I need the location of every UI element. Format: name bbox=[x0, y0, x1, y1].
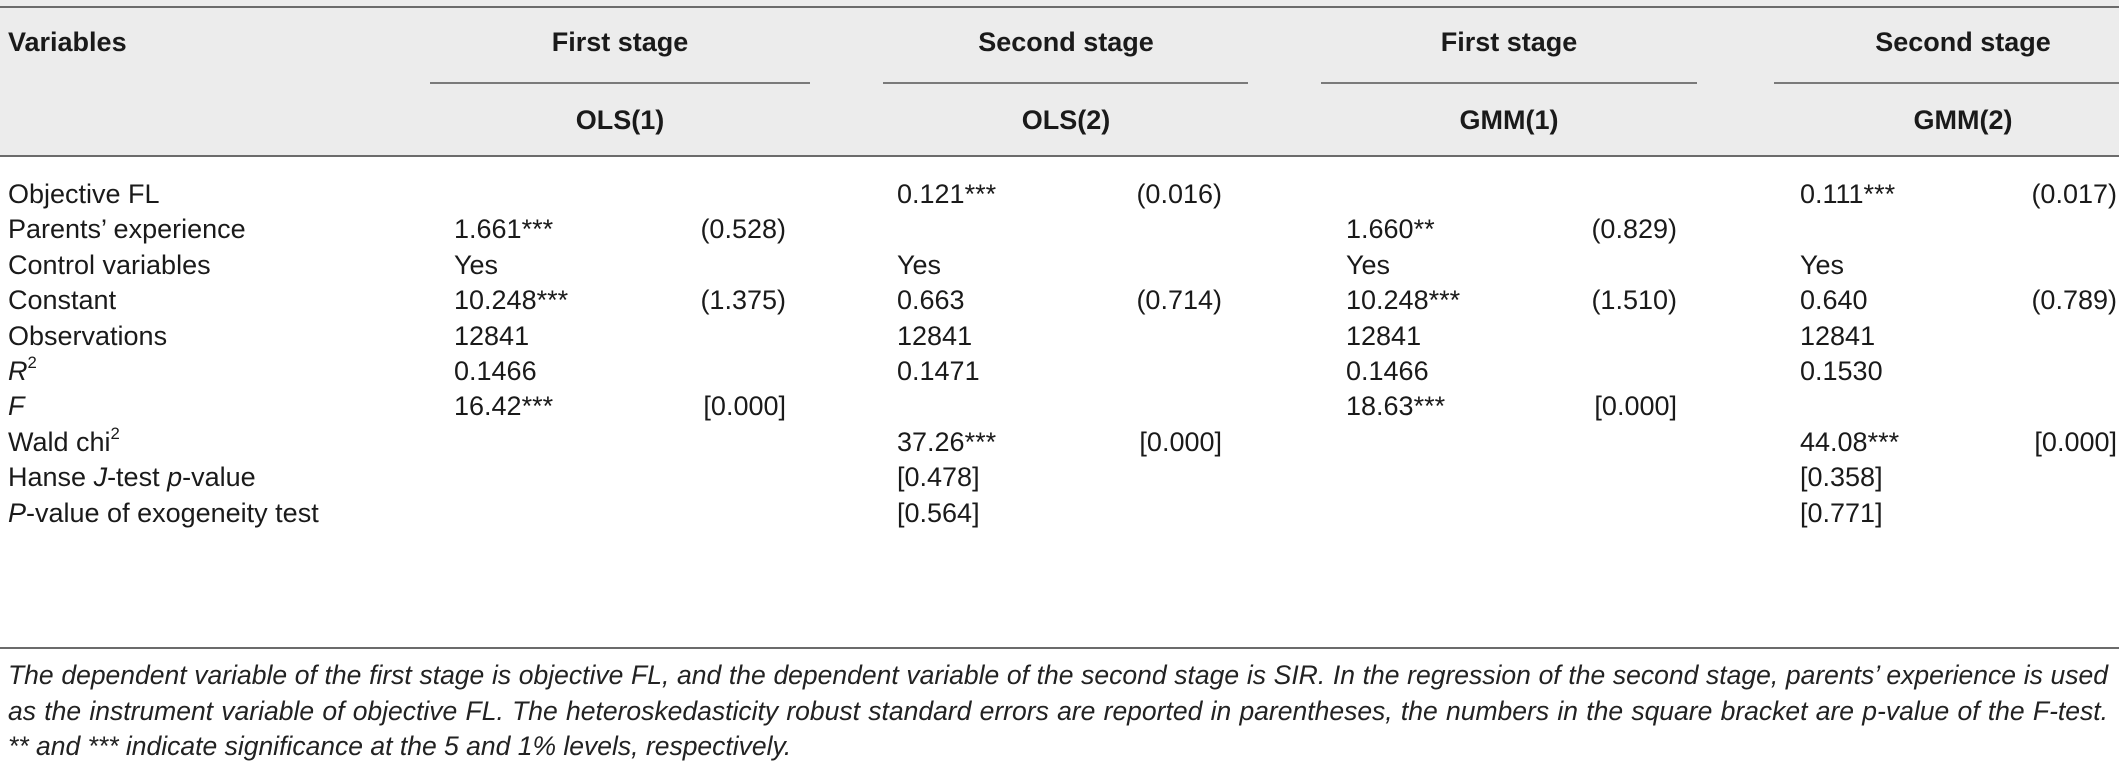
row-label: F bbox=[8, 391, 25, 421]
cell-coefficient: [0.771] bbox=[1800, 498, 1883, 528]
header-stage-3: First stage bbox=[1440, 27, 1578, 57]
row-label-main: Wald chi bbox=[8, 427, 111, 457]
cell-standard-error: (0.016) bbox=[1136, 179, 1222, 209]
cell-standard-error: [0.000] bbox=[703, 391, 786, 421]
cell-coefficient: Yes bbox=[897, 250, 942, 280]
row-label: P-value of exogeneity test bbox=[8, 497, 319, 529]
cell-coefficient: [0.564] bbox=[897, 498, 980, 528]
header-model-2: OLS(2) bbox=[1021, 105, 1111, 135]
cell-coefficient: 18.63*** bbox=[1346, 391, 1446, 421]
table-top-rule bbox=[0, 6, 2119, 8]
header-model-1: OLS(1) bbox=[575, 105, 665, 135]
header-stage-4: Second stage bbox=[1875, 27, 2051, 57]
table-header-band bbox=[0, 0, 2119, 155]
header-bottom-rule bbox=[0, 155, 2119, 157]
row-label-sup: 2 bbox=[110, 423, 120, 443]
row-label: Wald chi2 bbox=[8, 423, 120, 458]
header-model-4: GMM(2) bbox=[1913, 105, 2013, 135]
cell-coefficient: 0.1466 bbox=[454, 356, 537, 386]
cell-coefficient: 0.640 bbox=[1800, 285, 1868, 315]
cell-coefficient: 10.248*** bbox=[454, 285, 569, 315]
cell-coefficient: 0.1471 bbox=[897, 356, 980, 386]
cell-coefficient: 0.111*** bbox=[1800, 179, 1896, 209]
table-note: The dependent variable of the first stag… bbox=[8, 660, 2108, 761]
cell-coefficient: 10.248*** bbox=[1346, 285, 1461, 315]
row-label-part: P bbox=[8, 498, 27, 528]
header-model-3: GMM(1) bbox=[1459, 105, 1559, 135]
header-stage-1: First stage bbox=[551, 27, 689, 57]
row-label-part: Hanse bbox=[8, 462, 94, 492]
cell-coefficient: 12841 bbox=[454, 321, 530, 351]
row-label: Parents’ experience bbox=[8, 214, 246, 244]
cell-coefficient: 16.42*** bbox=[454, 391, 554, 421]
cell-standard-error: [0.000] bbox=[1594, 391, 1677, 421]
cell-coefficient: [0.478] bbox=[897, 462, 980, 492]
cell-coefficient: 12841 bbox=[897, 321, 973, 351]
row-label-sup: 2 bbox=[27, 352, 37, 372]
header-variables: Variables bbox=[8, 27, 127, 57]
row-label-part: p bbox=[167, 462, 183, 492]
cell-coefficient: 44.08*** bbox=[1800, 427, 1900, 457]
row-label-part: -test bbox=[107, 462, 168, 492]
row-label-part: -value bbox=[182, 462, 256, 492]
row-label: Control variables bbox=[8, 250, 211, 280]
row-label: Hanse J-test p-value bbox=[8, 461, 256, 493]
row-label-main: R bbox=[8, 356, 28, 386]
cell-standard-error: [0.000] bbox=[1139, 427, 1222, 457]
row-label: R2 bbox=[8, 352, 37, 387]
cell-coefficient: [0.358] bbox=[1800, 462, 1883, 492]
cell-coefficient: 1.661*** bbox=[454, 214, 554, 244]
cell-coefficient: 0.1466 bbox=[1346, 356, 1429, 386]
cell-coefficient: 37.26*** bbox=[897, 427, 997, 457]
header-spanner-rule-4 bbox=[1774, 82, 2119, 84]
cell-coefficient: Yes bbox=[1346, 250, 1391, 280]
table-bottom-rule bbox=[0, 647, 2119, 649]
cell-coefficient: 0.663 bbox=[897, 285, 965, 315]
header-stage-2: Second stage bbox=[978, 27, 1154, 57]
row-label: Objective FL bbox=[8, 179, 160, 209]
cell-standard-error: (0.017) bbox=[2031, 179, 2117, 209]
cell-coefficient: Yes bbox=[454, 250, 499, 280]
row-label-part: J bbox=[93, 462, 108, 492]
cell-standard-error: (0.714) bbox=[1136, 285, 1222, 315]
cell-standard-error: [0.000] bbox=[2034, 427, 2117, 457]
cell-standard-error: (0.528) bbox=[700, 214, 786, 244]
cell-coefficient: Yes bbox=[1800, 250, 1845, 280]
header-spanner-rule-1 bbox=[430, 82, 810, 84]
cell-coefficient: 12841 bbox=[1800, 321, 1876, 351]
cell-coefficient: 0.1530 bbox=[1800, 356, 1883, 386]
cell-standard-error: (1.510) bbox=[1591, 285, 1677, 315]
row-label: Constant bbox=[8, 285, 117, 315]
cell-standard-error: (0.789) bbox=[2031, 285, 2117, 315]
header-spanner-rule-3 bbox=[1321, 82, 1697, 84]
cell-coefficient: 12841 bbox=[1346, 321, 1422, 351]
header-spanner-rule-2 bbox=[883, 82, 1248, 84]
cell-coefficient: 0.121*** bbox=[897, 179, 997, 209]
cell-standard-error: (0.829) bbox=[1591, 214, 1677, 244]
cell-standard-error: (1.375) bbox=[700, 285, 786, 315]
row-label-part: -value of exogeneity test bbox=[26, 498, 319, 528]
cell-coefficient: 1.660** bbox=[1346, 214, 1435, 244]
row-label: Observations bbox=[8, 321, 168, 351]
